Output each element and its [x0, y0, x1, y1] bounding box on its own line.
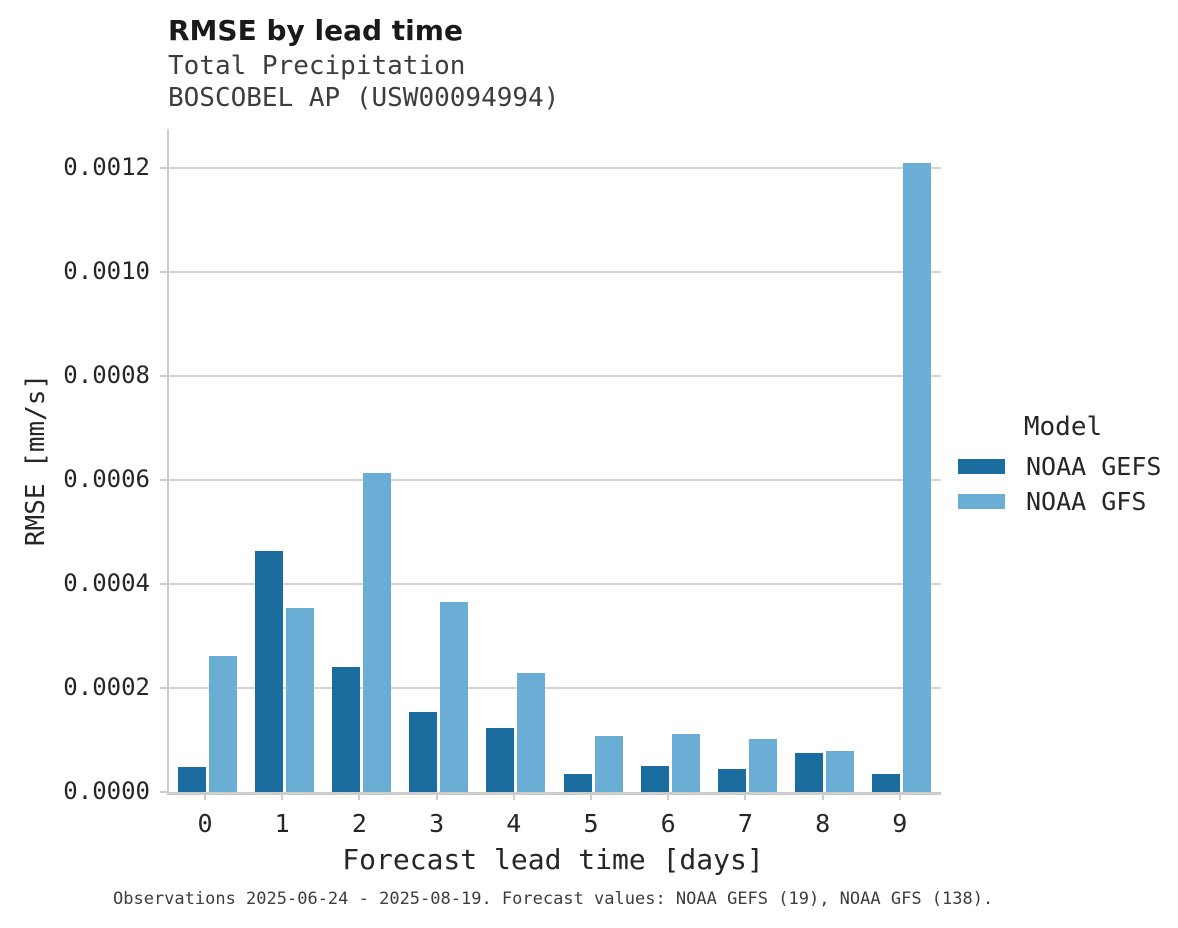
bar-noaa-gefs-day-6: [640, 765, 669, 792]
gridline-y-0.0010: [169, 271, 941, 273]
bar-noaa-gfs-day-0: [208, 656, 237, 792]
y-tick-0.0002: [160, 687, 167, 689]
y-tick-label-0.0002: 0.0002: [63, 673, 150, 701]
bar-noaa-gfs-day-2: [362, 472, 391, 792]
x-tick-label-day-7: 7: [737, 809, 753, 838]
x-tick-day-5: [590, 793, 592, 800]
bar-noaa-gefs-day-3: [409, 712, 438, 792]
x-axis-title: Forecast lead time [days]: [342, 843, 764, 876]
bar-noaa-gfs-day-4: [517, 673, 546, 792]
y-tick-label-0.0000: 0.0000: [63, 777, 150, 805]
y-tick-label-0.0010: 0.0010: [63, 257, 150, 285]
bar-noaa-gfs-day-7: [748, 739, 777, 792]
x-tick-label-day-8: 8: [815, 809, 831, 838]
x-tick-label-day-3: 3: [429, 809, 445, 838]
gridline-y-0.0006: [169, 479, 941, 481]
chart-subtitle: Total Precipitation BOSCOBEL AP (USW0009…: [168, 50, 559, 114]
y-tick-0.0004: [160, 583, 167, 585]
y-tick-label-0.0004: 0.0004: [63, 569, 150, 597]
bar-noaa-gefs-day-0: [177, 767, 206, 792]
x-tick-label-day-9: 9: [892, 809, 908, 838]
gridline-y-0.0002: [169, 687, 941, 689]
bar-noaa-gfs-day-9: [903, 163, 932, 792]
legend-swatch-noaa-gefs: [958, 458, 1005, 474]
bar-noaa-gfs-day-3: [440, 602, 469, 792]
legend-label-noaa-gfs: NOAA GFS: [1026, 486, 1147, 516]
x-tick-day-3: [435, 793, 438, 800]
x-tick-label-day-2: 2: [351, 809, 367, 838]
bar-noaa-gfs-day-1: [285, 607, 314, 792]
chart-title: RMSE by lead time: [168, 14, 463, 47]
x-tick-day-7: [744, 793, 747, 800]
y-tick-0.0010: [160, 271, 167, 273]
bar-noaa-gfs-day-8: [826, 751, 855, 792]
x-tick-day-2: [358, 793, 361, 800]
subtitle-variable: Total Precipitation: [168, 51, 466, 81]
x-tick-day-8: [821, 793, 824, 800]
x-tick-day-1: [281, 793, 284, 800]
y-tick-label-0.0008: 0.0008: [63, 361, 150, 389]
bar-noaa-gefs-day-9: [872, 773, 901, 792]
x-tick-label-day-5: 5: [583, 809, 599, 838]
y-axis-title: RMSE [mm/s]: [21, 373, 51, 547]
y-tick-label-0.0012: 0.0012: [63, 153, 150, 181]
y-tick-0.0012: [160, 167, 167, 169]
x-tick-label-day-4: 4: [506, 809, 522, 838]
x-tick-day-4: [512, 793, 515, 800]
legend-title: Model: [1023, 412, 1103, 442]
x-tick-day-6: [667, 793, 670, 800]
bar-noaa-gfs-day-5: [594, 736, 623, 792]
x-tick-day-0: [204, 793, 206, 800]
x-tick-label-day-6: 6: [660, 809, 676, 838]
bar-noaa-gefs-day-8: [795, 753, 824, 792]
gridline-y-0.0004: [169, 583, 941, 585]
bar-noaa-gefs-day-7: [717, 769, 746, 792]
y-tick-0.0006: [160, 479, 167, 481]
x-tick-day-9: [898, 793, 901, 800]
legend: Model NOAA GEFS NOAA GFS: [958, 412, 1168, 524]
plot-panel: [167, 129, 941, 795]
bar-noaa-gefs-day-1: [254, 550, 283, 792]
legend-swatch-noaa-gfs: [958, 493, 1005, 509]
legend-label-noaa-gefs: NOAA GEFS: [1026, 451, 1162, 481]
bar-noaa-gefs-day-4: [486, 728, 515, 792]
bar-noaa-gefs-day-2: [331, 666, 360, 792]
legend-item-noaa-gefs: NOAA GEFS: [958, 451, 1168, 481]
bar-noaa-gefs-day-5: [563, 773, 592, 792]
gridline-y-0.0008: [169, 375, 941, 377]
y-tick-label-0.0006: 0.0006: [63, 465, 150, 493]
legend-item-noaa-gfs: NOAA GFS: [958, 486, 1168, 516]
subtitle-station: BOSCOBEL AP (USW00094994): [168, 83, 560, 113]
gridline-y-0.0012: [169, 167, 941, 169]
x-tick-label-day-0: 0: [197, 809, 213, 838]
figure-caption: Observations 2025-06-24 - 2025-08-19. Fo…: [113, 889, 994, 909]
x-tick-label-day-1: 1: [274, 809, 290, 838]
y-tick-0.0000: [160, 791, 167, 793]
bar-noaa-gfs-day-6: [671, 733, 700, 792]
y-tick-0.0008: [160, 375, 167, 377]
